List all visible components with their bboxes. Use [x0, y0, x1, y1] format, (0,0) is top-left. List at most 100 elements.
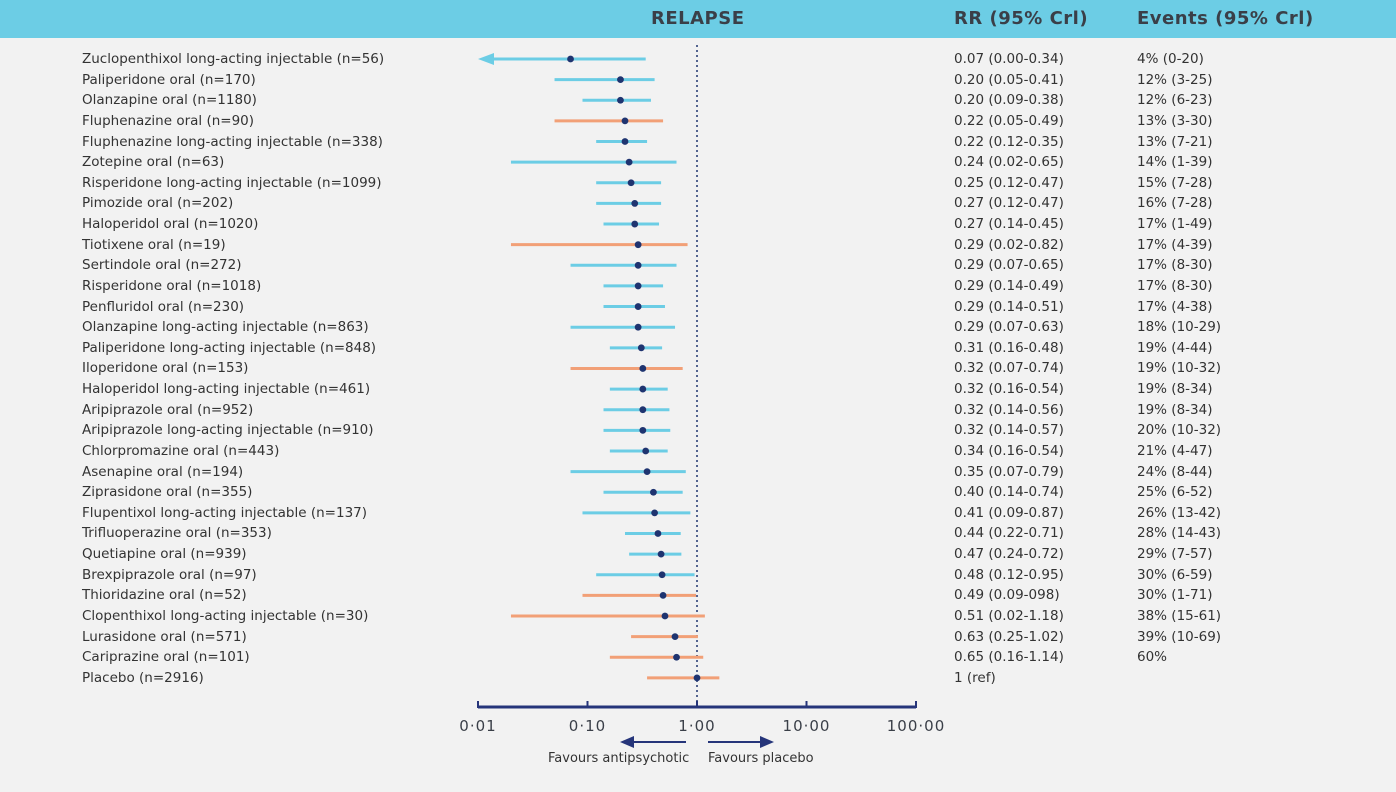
- row-label: Placebo (n=2916): [82, 669, 204, 686]
- row-rr-value: 0.22 (0.12-0.35): [954, 133, 1064, 150]
- favours-right-arrow-head: [760, 736, 774, 748]
- rr-column-header: RR (95% Crl): [954, 8, 1089, 29]
- row-events-value: 17% (4-38): [1137, 298, 1213, 315]
- row-rr-value: 0.40 (0.14-0.74): [954, 484, 1064, 501]
- row-rr-value: 1 (ref): [954, 669, 996, 686]
- row-rr-value: 0.65 (0.16-1.14): [954, 649, 1064, 666]
- row-events-value: 26% (13-42): [1137, 504, 1222, 521]
- point-estimate: [634, 241, 642, 249]
- row-rr-value: 0.27 (0.14-0.45): [954, 216, 1064, 233]
- row-label: Brexpiprazole oral (n=97): [82, 566, 257, 583]
- row-label: Asenapine oral (n=194): [82, 463, 244, 480]
- row-events-value: 25% (6-52): [1137, 484, 1213, 501]
- row-rr-value: 0.32 (0.16-0.54): [954, 381, 1064, 398]
- row-events-value: 19% (4-44): [1137, 339, 1213, 356]
- point-estimate: [617, 76, 624, 84]
- row-rr-value: 0.32 (0.14-0.56): [954, 401, 1064, 418]
- row-events-value: 15% (7-28): [1137, 174, 1213, 191]
- point-estimate: [661, 612, 669, 620]
- row-rr-value: 0.51 (0.02-1.18): [954, 608, 1064, 624]
- row-rr-value: 0.29 (0.14-0.49): [954, 277, 1064, 294]
- row-events-value: 17% (8-30): [1137, 277, 1213, 294]
- row-label: Quetiapine oral (n=939): [82, 546, 247, 563]
- row-rr-value: 0.41 (0.09-0.87): [954, 504, 1064, 521]
- row-label: Aripiprazole long-acting injectable (n=9…: [82, 422, 374, 439]
- row-rr-value: 0.29 (0.07-0.63): [954, 319, 1064, 336]
- point-estimate: [650, 488, 657, 496]
- point-estimate: [654, 530, 662, 537]
- row-events-value: 12% (6-23): [1137, 92, 1213, 109]
- row-events-value: 28% (14-43): [1137, 525, 1222, 542]
- point-estimate: [642, 447, 650, 455]
- row-events-value: 20% (10-32): [1137, 422, 1222, 439]
- row-label: Chlorpromazine oral (n=443): [82, 442, 280, 459]
- row-label: Haloperidol oral (n=1020): [82, 216, 259, 233]
- row-events-value: 12% (3-25): [1137, 71, 1213, 88]
- point-estimate: [634, 282, 642, 290]
- row-events-value: 19% (8-34): [1137, 401, 1213, 418]
- row-label: Thioridazine oral (n=52): [82, 587, 247, 604]
- row-events-value: 17% (8-30): [1137, 257, 1213, 274]
- x-tick-label: 100·00: [886, 717, 946, 735]
- row-events-value: 14% (1-39): [1137, 154, 1213, 171]
- row-events-value: 16% (7-28): [1137, 195, 1213, 212]
- row-rr-value: 0.49 (0.09-098): [954, 587, 1060, 604]
- row-events-value: 13% (3-30): [1137, 112, 1213, 129]
- row-label: Haloperidol long-acting injectable (n=46…: [82, 381, 371, 398]
- row-label: Flupentixol long-acting injectable (n=13…: [82, 504, 368, 521]
- row-events-value: 24% (8-44): [1137, 463, 1213, 480]
- point-estimate: [639, 385, 647, 393]
- row-events-value: 60%: [1137, 649, 1168, 666]
- row-events-value: 18% (10-29): [1137, 319, 1222, 336]
- point-estimate: [658, 571, 666, 579]
- row-rr-value: 0.31 (0.16-0.48): [954, 339, 1064, 356]
- row-rr-value: 0.34 (0.16-0.54): [954, 442, 1064, 459]
- row-rr-value: 0.44 (0.22-0.71): [954, 525, 1064, 542]
- row-label: Paliperidone oral (n=170): [82, 71, 256, 88]
- ci-arrow-left: [478, 53, 494, 65]
- row-label: Tiotixene oral (n=19): [82, 236, 226, 253]
- row-rr-value: 0.20 (0.05-0.41): [954, 71, 1064, 88]
- row-events-value: 38% (15-61): [1137, 608, 1222, 624]
- row-rr-value: 0.27 (0.12-0.47): [954, 195, 1064, 212]
- row-label: Fluphenazine long-acting injectable (n=3…: [82, 133, 383, 150]
- row-events-value: 17% (4-39): [1137, 236, 1213, 253]
- row-events-value: 19% (8-34): [1137, 381, 1213, 398]
- row-events-value: 21% (4-47): [1137, 442, 1213, 459]
- point-estimate: [631, 200, 639, 207]
- row-label: Penfluridol oral (n=230): [82, 298, 245, 315]
- favours-left-arrow-head: [620, 736, 634, 748]
- point-estimate: [657, 550, 665, 558]
- row-rr-value: 0.25 (0.12-0.47): [954, 174, 1064, 191]
- row-rr-value: 0.29 (0.07-0.65): [954, 257, 1064, 274]
- row-label: Fluphenazine oral (n=90): [82, 112, 255, 129]
- point-estimate: [625, 158, 633, 166]
- row-rr-value: 0.20 (0.09-0.38): [954, 92, 1064, 109]
- row-label: Risperidone long-acting injectable (n=10…: [82, 174, 382, 191]
- row-events-value: 4% (0-20): [1137, 51, 1204, 67]
- point-estimate: [659, 591, 667, 599]
- chart-title: RELAPSE: [651, 8, 745, 29]
- row-rr-value: 0.35 (0.07-0.79): [954, 463, 1064, 480]
- favours-placebo-label: Favours placebo: [708, 751, 814, 766]
- header-bar: [0, 0, 1396, 38]
- row-label: Trifluoperazine oral (n=353): [82, 525, 272, 542]
- row-label: Ziprasidone oral (n=355): [82, 484, 253, 501]
- row-label: Paliperidone long-acting injectable (n=8…: [82, 339, 377, 356]
- row-rr-value: 0.29 (0.14-0.51): [954, 298, 1064, 315]
- x-tick-label: 0·10: [568, 717, 607, 735]
- point-estimate: [634, 303, 642, 310]
- row-events-value: 19% (10-32): [1137, 360, 1222, 377]
- row-rr-value: 0.47 (0.24-0.72): [954, 546, 1064, 563]
- row-rr-value: 0.32 (0.14-0.57): [954, 422, 1064, 439]
- row-rr-value: 0.32 (0.07-0.74): [954, 360, 1064, 377]
- row-events-value: 39% (10-69): [1137, 628, 1222, 645]
- row-label: Sertindole oral (n=272): [82, 257, 242, 274]
- row-events-value: 13% (7-21): [1137, 133, 1213, 150]
- point-estimate: [567, 55, 574, 63]
- point-estimate: [617, 96, 624, 104]
- point-estimate: [621, 117, 629, 125]
- row-label: Lurasidone oral (n=571): [82, 628, 247, 645]
- point-estimate: [627, 179, 635, 187]
- row-label: Cariprazine oral (n=101): [82, 649, 250, 666]
